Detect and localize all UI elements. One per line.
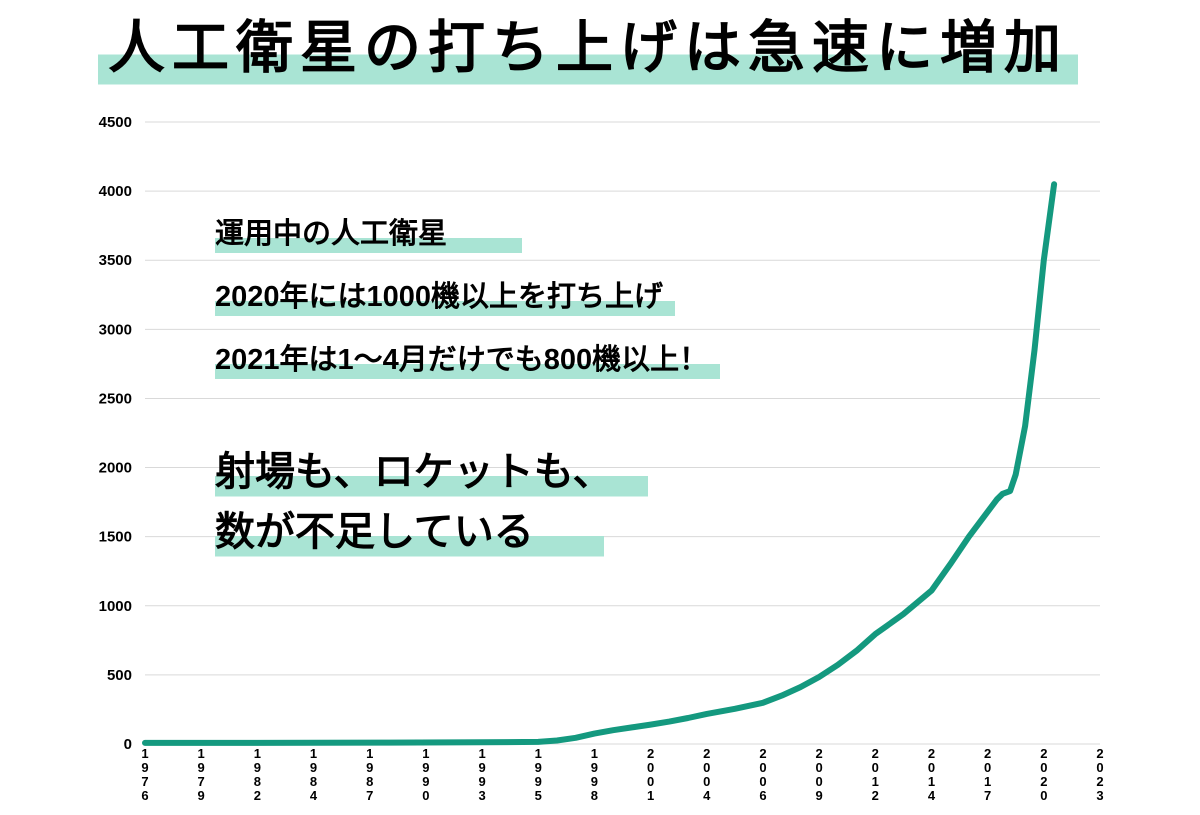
annotation-operational-satellites-text: 運用中の人工衛星 bbox=[215, 216, 523, 254]
annotation-shortage-line1-text: 射場も、ロケットも、 bbox=[215, 446, 648, 498]
y-axis-tick-label: 2500 bbox=[99, 390, 132, 407]
y-axis-tick-label: 500 bbox=[107, 667, 132, 684]
annotation-2020-launches: 2020年には1000機以上を打ち上げ bbox=[215, 279, 676, 317]
annotation-2021-launches: 2021年は1〜4月だけでも800機以上！ bbox=[215, 342, 721, 380]
page-title-text: 人工衛星の打ち上げは急速に増加 bbox=[98, 10, 1078, 87]
y-axis-tick-label: 1500 bbox=[99, 529, 132, 546]
annotation-shortage-line2-text: 数が不足している bbox=[215, 506, 604, 558]
y-axis-tick-label: 0 bbox=[124, 736, 132, 753]
y-axis-tick-label: 3000 bbox=[99, 321, 132, 338]
y-axis-tick-label: 1000 bbox=[99, 598, 132, 615]
annotation-2021-launches-text: 2021年は1〜4月だけでも800機以上！ bbox=[215, 342, 721, 380]
annotation-operational-satellites: 運用中の人工衛星 bbox=[215, 216, 523, 254]
annotation-shortage-line1: 射場も、ロケットも、 bbox=[215, 446, 648, 498]
data-line bbox=[142, 181, 1058, 746]
annotation-2020-launches-text: 2020年には1000機以上を打ち上げ bbox=[215, 279, 676, 317]
annotation-shortage-line2: 数が不足している bbox=[215, 506, 604, 558]
y-axis-tick-label: 3500 bbox=[99, 252, 132, 269]
y-axis-tick-label: 2000 bbox=[99, 460, 132, 477]
page-title: 人工衛星の打ち上げは急速に増加 bbox=[98, 10, 1078, 87]
y-axis-tick-label: 4500 bbox=[99, 114, 132, 131]
y-axis-tick-label: 4000 bbox=[99, 183, 132, 200]
